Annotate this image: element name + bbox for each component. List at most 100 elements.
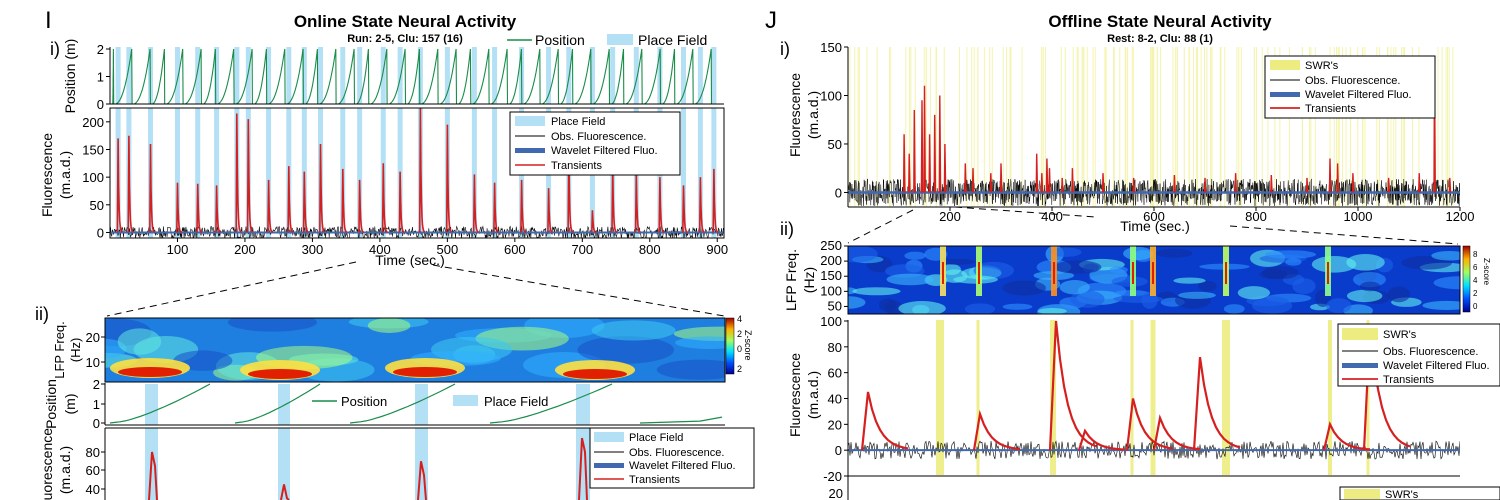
zoom-line-right [432,264,725,317]
subpanel-label-ii: ii) [35,304,49,324]
transient-line [943,143,947,193]
lfp-blob [591,320,676,341]
transient-line [1387,177,1391,193]
lfp-blob [1178,291,1216,299]
transient-line [302,171,309,233]
lfp-blob [1173,277,1206,284]
legend-label-transients: Transients [551,160,602,172]
j-lower-legend-swr: SWR's [1385,489,1419,500]
x-tick-label: 700 [571,242,593,257]
j-lower-ytick: 20 [829,486,843,500]
y-tick-label: -20 [823,469,842,484]
zoom-transient-line [1152,414,1201,451]
j-zoom-line-mid [954,206,1096,218]
colorbar-tick: 2 [737,364,742,374]
transient-line [358,179,365,234]
j-legend-swr: SWR's [1305,60,1339,72]
lfp-blob [1311,256,1357,273]
transient-line [445,124,453,233]
lfp-blob [1059,280,1090,295]
j-zfl-ylabel-1: Fluorescence [787,353,803,437]
panel-letter-i: I [45,7,52,34]
j-zfl-legend-swr: SWR's [1383,329,1417,341]
transient-line [1132,177,1136,193]
place-field [301,47,307,104]
y-tick-label: 200 [82,115,104,130]
swr-band [936,320,944,475]
place-field [266,47,272,104]
fluorescence-ylabel-2: (m.a.d.) [57,151,73,199]
transient-line [971,168,975,193]
lfp-blob [1070,290,1105,308]
transient-line [493,182,500,234]
y-tick-label: 200 [820,253,842,268]
place-field [214,108,220,238]
legend-label-place-field: Place Field [638,32,707,48]
lfp-blob [886,273,934,286]
transient-line [149,143,156,233]
zoom-transient-line [1192,357,1241,451]
zfl-ytick: 60 [86,463,100,478]
j-legend-transients: Transients [1305,103,1356,115]
legend-label-obs: Obs. Fluorescence. [551,131,646,143]
j-lfp-ylabel-1: LFP Freq. [783,249,799,311]
transient-line [1101,173,1105,193]
j-fluorescence-plot: 0 50 100 150 200 400 600 800 1000 1200 [820,40,1474,224]
lfp-blob [367,318,411,333]
swr-band [1366,320,1370,475]
transient-line [1040,173,1044,193]
y-tick-label: 1 [97,70,104,85]
legend-swatch-place-field [607,34,633,45]
y-tick-label: 50 [828,137,842,152]
swr-band [976,320,980,475]
chart-subtitle-j: Rest: 8-2, Clu: 88 (1) [1107,33,1213,45]
x-tick-label: 800 [639,242,661,257]
place-field [126,47,132,104]
zfl-ytick: 40 [86,482,100,497]
y-tick-label: 40 [828,392,842,407]
zoom-fluorescence-plot: 80 60 40 [86,427,725,500]
j-legend-wavelet: Wavelet Filtered Fluo. [1305,89,1412,101]
place-field [174,108,180,238]
place-field [145,384,158,425]
j-zoom-fluorescence-plot: -20 0 20 40 60 80 100 [820,314,1460,500]
zoom-transient-line [578,437,588,500]
j-lfp-ylabel-2: (Hz) [801,267,817,293]
zoom-transient-line [280,484,290,500]
x-tick-label: 400 [1041,209,1063,224]
colorbar-tick: 4 [737,314,742,324]
zpos-legend-swatch-field [453,395,478,406]
lfp-blob [1431,250,1460,261]
x-tick-label: 800 [1245,209,1267,224]
lfp-blob [1053,260,1102,274]
lfp-blob [1002,280,1046,296]
lfp-blob [1237,286,1271,300]
position-ylabel: Position (m) [62,39,78,114]
colorbar-tick: 2 [737,329,742,339]
swr-band [1222,320,1230,475]
lfp-blob [1109,266,1128,274]
zfl-legend-wavelet: Wavelet Filtered Fluo. [629,460,736,472]
zfl-ylabel-2: (m.a.d.) [57,446,73,494]
zoom-line-left [106,261,357,317]
x-tick-label: 1000 [1344,209,1373,224]
transient-line [472,174,480,234]
transient-line [1234,173,1238,193]
lfp-ripple-core [1225,262,1227,284]
x-tick-label: 600 [1143,209,1165,224]
transient-line [267,179,274,234]
transient-line [989,173,993,193]
transient-line [547,188,554,234]
y-tick-label: 50 [828,298,842,313]
lfp-blob [1346,289,1383,303]
colorbar: 4 2 0 2 Z-score [725,314,753,375]
zpos-ytick: 0 [93,416,100,431]
zoom-obs-peak [861,391,909,451]
transient-line [381,163,388,233]
y-tick-label: 20 [828,417,842,432]
transient-line [176,182,183,234]
transient-line [319,143,326,233]
lfp-blob [1113,295,1164,303]
transient-line [712,168,719,233]
